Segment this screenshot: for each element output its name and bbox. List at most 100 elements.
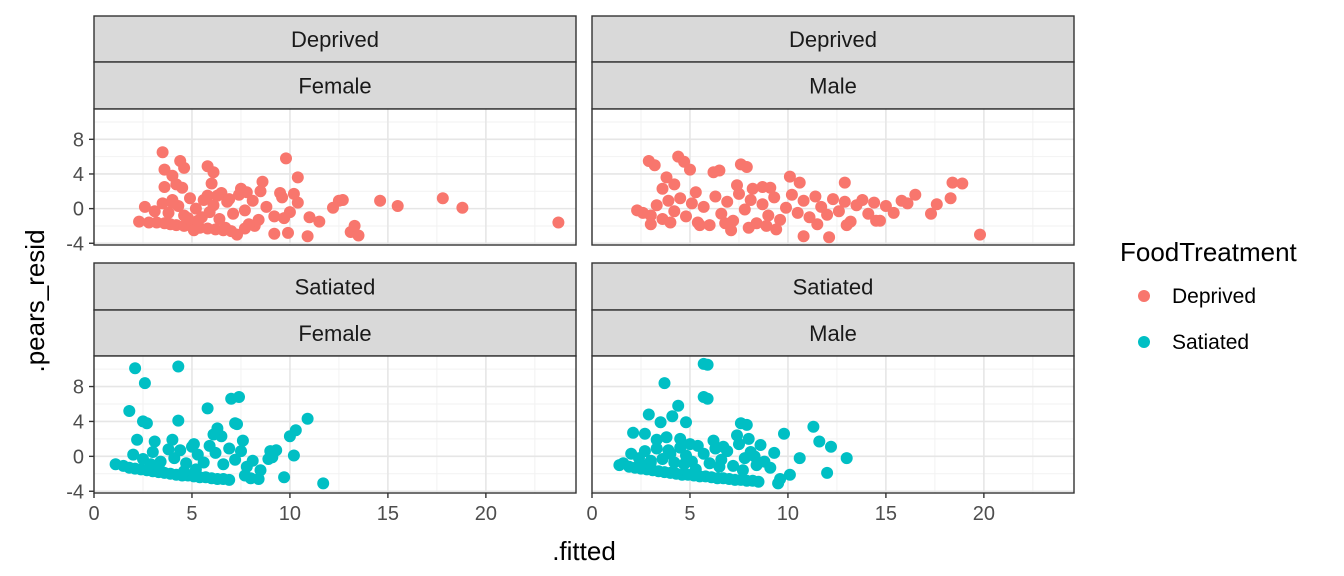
data-point — [246, 454, 259, 467]
data-point — [727, 459, 740, 472]
facet-strip-bottom-label: Female — [298, 321, 371, 346]
data-point — [242, 218, 255, 231]
data-point — [229, 453, 242, 466]
data-point — [436, 192, 449, 205]
data-point — [832, 205, 845, 218]
data-point — [862, 207, 875, 220]
y-tick-label: 8 — [73, 129, 84, 151]
data-point — [238, 469, 251, 482]
data-point — [956, 177, 969, 190]
data-point — [738, 203, 751, 216]
data-point — [238, 204, 251, 217]
data-point — [650, 442, 663, 455]
x-tick-label: 10 — [279, 503, 301, 525]
facet-strip-bottom — [93, 61, 577, 110]
y-tick-label: 4 — [73, 411, 84, 433]
data-point — [176, 181, 189, 194]
data-point — [793, 452, 806, 465]
data-point — [182, 212, 194, 225]
x-tick-label: 20 — [973, 503, 995, 525]
data-point — [268, 227, 281, 240]
data-point — [721, 195, 734, 208]
data-point — [783, 468, 796, 481]
data-point — [684, 438, 696, 451]
facet-strip-top-label: Deprived — [291, 27, 379, 52]
data-point — [348, 219, 361, 232]
data-point — [701, 392, 714, 405]
data-point — [256, 175, 269, 188]
data-point — [278, 212, 291, 225]
data-point — [203, 206, 216, 219]
data-point — [227, 207, 240, 220]
data-point — [240, 186, 253, 199]
data-point — [291, 171, 304, 184]
legend-key — [1138, 336, 1150, 348]
data-point — [197, 194, 210, 206]
data-point — [144, 458, 157, 471]
data-point — [807, 420, 820, 433]
data-point — [703, 457, 716, 470]
data-point — [219, 221, 232, 234]
data-point — [838, 195, 851, 208]
facet-strip-top-label: Satiated — [793, 275, 874, 300]
panel-border — [591, 355, 1075, 494]
facet-strip-bottom-label: Male — [809, 74, 857, 99]
data-point — [138, 200, 151, 213]
data-point — [127, 448, 140, 461]
data-point — [166, 196, 179, 209]
data-point — [260, 200, 273, 213]
data-point — [803, 211, 816, 224]
data-point — [838, 176, 851, 189]
data-point — [693, 219, 706, 232]
facet-strip-bottom — [591, 61, 1075, 110]
data-point — [148, 205, 161, 218]
data-point — [158, 181, 171, 193]
data-point — [821, 466, 834, 479]
data-point — [231, 228, 243, 241]
data-point — [156, 146, 169, 159]
data-point — [213, 213, 226, 225]
data-point — [717, 440, 730, 453]
data-point — [303, 211, 316, 224]
data-point — [287, 187, 300, 200]
data-point — [887, 206, 900, 219]
data-point — [236, 434, 249, 447]
data-point — [668, 178, 681, 191]
data-point — [223, 473, 236, 486]
data-point — [762, 209, 775, 222]
data-point — [187, 438, 200, 451]
data-point — [289, 424, 302, 437]
data-point — [756, 198, 769, 211]
data-point — [764, 181, 777, 194]
data-point — [317, 477, 330, 490]
data-point — [746, 182, 759, 195]
facet-strip-bottom — [591, 309, 1075, 357]
x-tick-label: 5 — [186, 503, 197, 525]
data-point — [793, 176, 806, 189]
data-point — [287, 449, 300, 462]
data-point — [770, 223, 783, 236]
data-point — [197, 456, 210, 469]
data-point — [282, 226, 294, 239]
data-point — [552, 216, 565, 229]
data-point — [254, 185, 267, 198]
y-tick-label: -4 — [66, 481, 84, 503]
data-point — [780, 201, 792, 214]
data-point — [352, 229, 365, 242]
y-tick-label: -4 — [66, 233, 84, 255]
data-point — [660, 171, 673, 184]
data-point — [709, 190, 722, 203]
facet-strip-bottom-label: Female — [298, 74, 371, 99]
facet-strip-top — [93, 262, 577, 311]
data-point — [456, 201, 469, 214]
data-point — [217, 458, 230, 471]
legend-title: FoodTreatment — [1120, 237, 1298, 267]
y-tick-label: 0 — [73, 446, 84, 468]
data-point — [178, 465, 191, 478]
data-point — [725, 224, 738, 237]
data-point — [825, 440, 837, 453]
data-point — [697, 200, 710, 213]
data-point — [707, 434, 720, 447]
facet-strip-bottom-label: Male — [809, 321, 857, 346]
data-point — [797, 194, 810, 207]
